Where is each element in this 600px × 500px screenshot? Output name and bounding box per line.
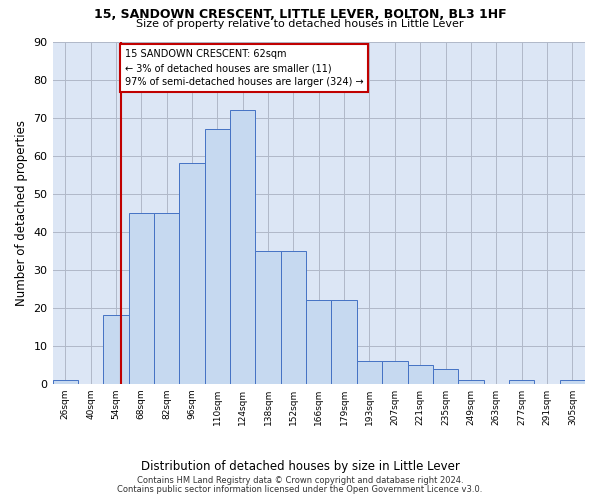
Bar [230,110,256,384]
Text: 15, SANDOWN CRESCENT, LITTLE LEVER, BOLTON, BL3 1HF: 15, SANDOWN CRESCENT, LITTLE LEVER, BOLT… [94,8,506,20]
Bar [179,163,205,384]
Bar [382,361,407,384]
Bar [560,380,585,384]
Bar [256,250,281,384]
Bar [433,368,458,384]
Bar [357,361,382,384]
Bar [154,212,179,384]
Bar [128,212,154,384]
Text: Distribution of detached houses by size in Little Lever: Distribution of detached houses by size … [140,460,460,473]
Y-axis label: Number of detached properties: Number of detached properties [15,120,28,306]
Bar [205,129,230,384]
Text: Size of property relative to detached houses in Little Lever: Size of property relative to detached ho… [136,19,464,29]
Text: Contains public sector information licensed under the Open Government Licence v3: Contains public sector information licen… [118,484,482,494]
Bar [509,380,534,384]
Text: 15 SANDOWN CRESCENT: 62sqm
← 3% of detached houses are smaller (11)
97% of semi-: 15 SANDOWN CRESCENT: 62sqm ← 3% of detac… [125,49,364,87]
Bar [281,250,306,384]
Bar [103,316,128,384]
Bar [331,300,357,384]
Bar [458,380,484,384]
Bar [306,300,331,384]
Bar [407,364,433,384]
Bar [53,380,78,384]
Text: Contains HM Land Registry data © Crown copyright and database right 2024.: Contains HM Land Registry data © Crown c… [137,476,463,485]
